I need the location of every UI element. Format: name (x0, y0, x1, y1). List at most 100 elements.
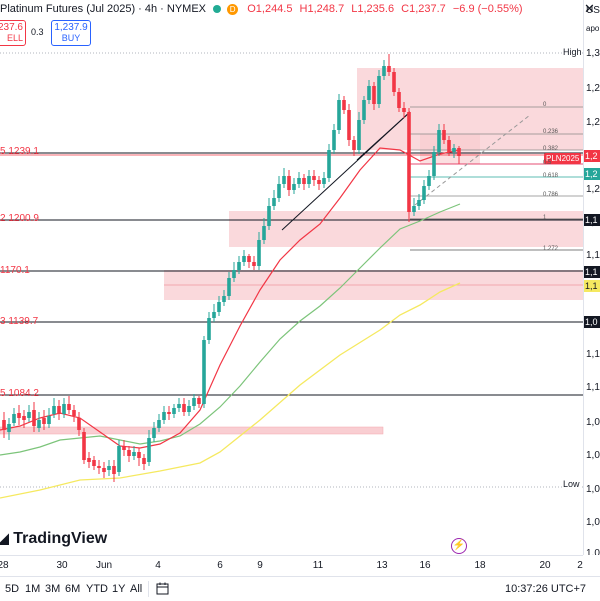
price-tick-label: 1,0 (586, 517, 600, 528)
close-icon[interactable]: ✕ (584, 1, 595, 16)
candle-body (42, 418, 46, 424)
candle-body (62, 404, 66, 414)
time-tick-label: Jun (95, 560, 113, 571)
price-axis[interactable]: USD apo 1,3 1,2 1,2 1,2 1,2 1,2 1,1 1,1 1,1 1,1 1,… (583, 0, 600, 555)
candle-body (72, 410, 76, 416)
candle-body (257, 240, 261, 266)
candle-body (302, 178, 306, 184)
buy-button[interactable]: 1,237.9 BUY (51, 20, 91, 46)
range-3m-button[interactable]: 3M (45, 583, 61, 595)
time-tick-label: 13 (376, 560, 388, 571)
candle-body (337, 100, 341, 130)
candle-body (37, 420, 41, 428)
sell-price: 237.6 (0, 22, 23, 33)
currency-label[interactable]: USD (586, 5, 600, 16)
candle-body (457, 148, 461, 156)
fib-label-1272: 1.272 (543, 246, 559, 252)
clock-display[interactable]: 10:37:26 UTC+7 (505, 583, 587, 595)
candle-body (307, 176, 311, 184)
axis-hint: apo (586, 24, 600, 33)
candle-body (382, 66, 386, 76)
candle-body (252, 262, 256, 266)
candle-body (357, 120, 361, 150)
time-tick-label: 11 (312, 560, 324, 571)
candle-body (422, 186, 426, 200)
candle-body (362, 100, 366, 120)
candle-body (152, 428, 156, 438)
price-tick-label: 1,1 (586, 349, 600, 360)
time-tick-label: 28 (0, 560, 9, 571)
time-tick-label: 30 (56, 560, 68, 571)
candle-body (197, 398, 201, 404)
chart-area[interactable]: Platinum Futures (Jul 2025) · 4h · NYMEX… (0, 0, 583, 555)
candle-body (222, 296, 226, 302)
candle-body (32, 410, 36, 426)
price-tick-label: 1,0 (586, 417, 600, 428)
bottom-toolbar: 5D 1M 3M 6M YTD 1Y All 10:37:26 UTC+7 (0, 576, 600, 601)
price-tick-label: 1,0 (586, 450, 600, 461)
ohlc-open: O1,244.5 (247, 3, 293, 15)
price-axis-tag: 1,1 (584, 266, 600, 278)
ohlc-close: C1,237.7 (401, 3, 446, 15)
tradingview-watermark: ◢ TradingView (0, 530, 107, 548)
range-6m-button[interactable]: 6M (65, 583, 81, 595)
fib-label-0618: 0.618 (543, 173, 559, 179)
candle-body (127, 450, 131, 456)
price-axis-tag: 1,1 (584, 280, 600, 292)
candle-body (107, 466, 111, 470)
candle-body (342, 100, 346, 110)
tradingview-logo-icon: ◢ (0, 530, 9, 546)
candle-body (92, 460, 96, 466)
price-tick-label: 1,0 (586, 548, 600, 555)
symbol-title[interactable]: Platinum Futures (Jul 2025) · 4h · NYMEX (0, 3, 207, 15)
candle-body (432, 152, 436, 176)
ma-slow-line (0, 282, 461, 499)
range-1y-button[interactable]: 1Y (112, 583, 126, 595)
candle-body (372, 86, 376, 104)
time-axis[interactable]: 28 30 Jun 4 6 9 11 13 16 18 20 2 (0, 555, 583, 576)
candle-body (207, 318, 211, 340)
price-axis-tag: 1,2 (584, 168, 600, 180)
candle-body (67, 404, 71, 410)
range-ytd-button[interactable]: YTD (86, 583, 108, 595)
price-tick-label: 1,3 (586, 48, 600, 59)
candle-body (452, 148, 456, 152)
spread-value: 0.3 (31, 27, 44, 37)
calendar-icon[interactable] (156, 582, 169, 595)
candle-body (177, 404, 181, 408)
candle-body (247, 256, 251, 262)
candle-body (417, 200, 421, 206)
candle-body (437, 130, 441, 152)
candle-body (2, 420, 6, 430)
fib-diagonal-line (414, 114, 531, 206)
candle-body (167, 412, 171, 414)
time-tick-label: 2 (577, 560, 583, 571)
candle-body (367, 86, 371, 100)
low-label: Low (563, 479, 580, 489)
candle-body (427, 176, 431, 186)
range-all-button[interactable]: All (130, 583, 143, 595)
price-axis-tag: 1,2 (584, 150, 600, 162)
price-axis-tag: 1,1 (584, 214, 600, 226)
buy-label: BUY (61, 33, 81, 43)
chart-header: Platinum Futures (Jul 2025) · 4h · NYMEX… (0, 3, 523, 15)
candle-body (82, 432, 86, 460)
range-1m-button[interactable]: 1M (25, 583, 41, 595)
candle-body (322, 178, 326, 184)
lightning-icon[interactable]: ⚡ (451, 538, 467, 554)
candle-body (332, 130, 336, 150)
price-tick-label: 1,1 (586, 250, 600, 261)
sell-button[interactable]: 237.6 ELL (0, 20, 26, 46)
price-tick-label: 1,2 (586, 83, 600, 94)
zone-1200 (229, 211, 583, 247)
candle-body (312, 176, 316, 180)
range-5d-button[interactable]: 5D (5, 583, 20, 595)
candle-body (57, 406, 61, 414)
sell-label: ELL (6, 33, 23, 43)
candle-body (347, 110, 351, 140)
level-label-1239: 5 1239.1 (0, 146, 39, 157)
ohlc-low: L1,235.6 (351, 3, 395, 15)
time-tick-label: 16 (419, 560, 431, 571)
candle-body (202, 340, 206, 404)
price-chart[interactable] (0, 0, 583, 555)
